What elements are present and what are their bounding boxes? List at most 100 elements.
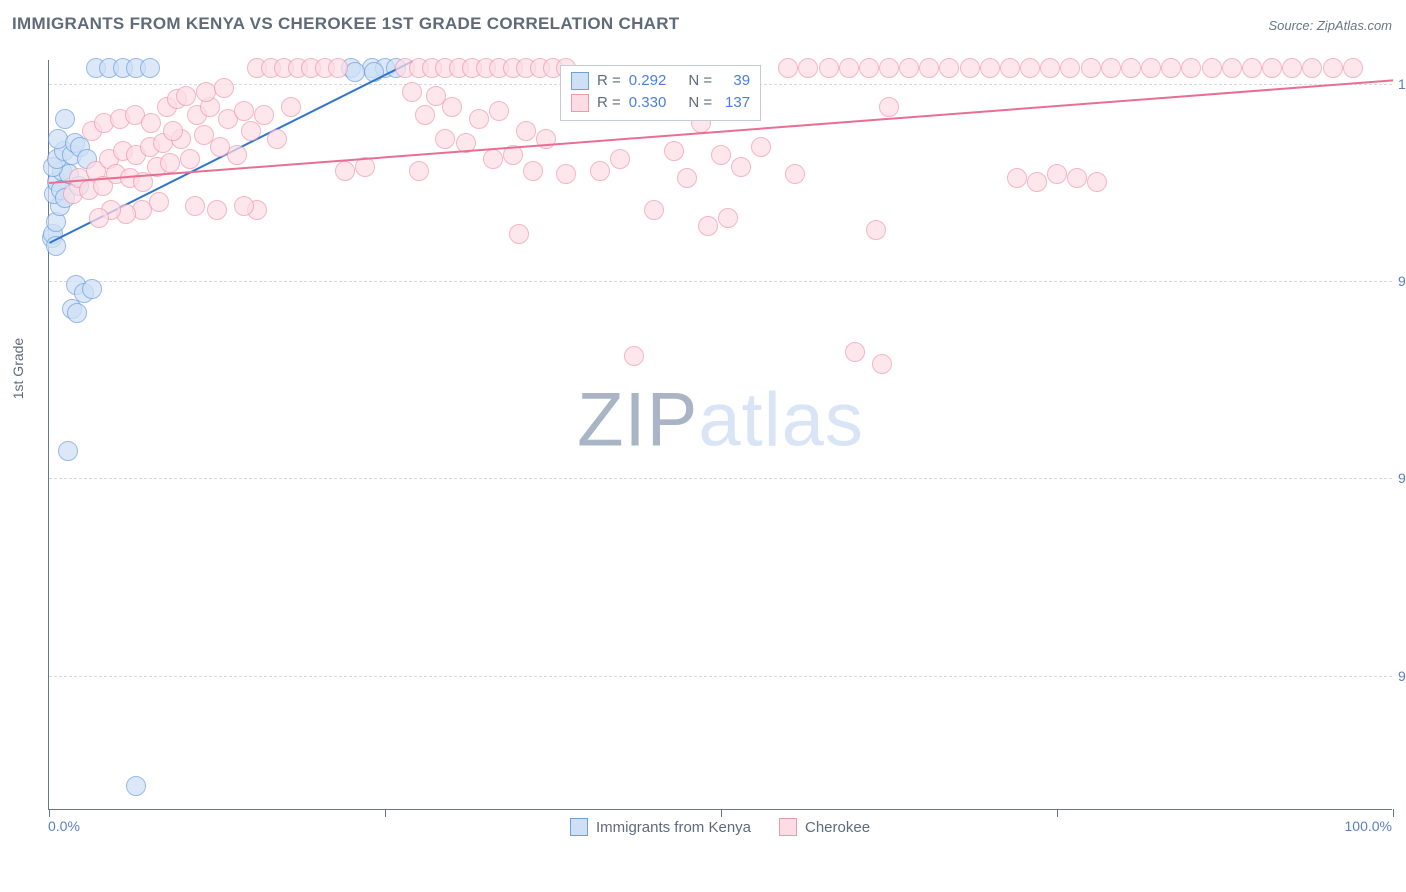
point-cherokee [1343,58,1363,78]
point-cherokee [939,58,959,78]
point-cherokee [1020,58,1040,78]
point-cherokee [1087,172,1107,192]
point-cherokee [698,216,718,236]
stats-panel: R = 0.292 N = 39 R = 0.330 N = 137 [560,65,761,121]
plot-area: ZIPatlas 92.5%95.0%97.5%100.0% [48,60,1392,810]
point-cherokee [624,346,644,366]
point-kenya [82,279,102,299]
point-cherokee [872,354,892,374]
watermark-zip: ZIP [577,377,698,462]
point-cherokee [163,121,183,141]
point-cherokee [1040,58,1060,78]
point-cherokee [149,192,169,212]
point-cherokee [328,58,348,78]
point-kenya [58,441,78,461]
legend-item: Immigrants from Kenya [570,818,751,836]
point-cherokee [214,78,234,98]
point-cherokee [160,153,180,173]
point-cherokee [556,164,576,184]
point-kenya [126,776,146,796]
stat-n-value: 39 [720,70,750,92]
point-cherokee [751,137,771,157]
x-tick [385,809,386,817]
point-cherokee [234,196,254,216]
gridline-h [49,281,1392,282]
stat-row: R = 0.330 N = 137 [571,92,750,114]
legend-swatch [570,818,588,836]
stat-swatch [571,94,589,112]
point-cherokee [1007,168,1027,188]
point-cherokee [241,121,261,141]
point-cherokee [89,208,109,228]
point-cherokee [819,58,839,78]
stat-row: R = 0.292 N = 39 [571,70,750,92]
legend-swatch [779,818,797,836]
point-cherokee [610,149,630,169]
point-cherokee [185,196,205,216]
point-cherokee [523,161,543,181]
point-cherokee [516,121,536,141]
point-cherokee [644,200,664,220]
legend-item: Cherokee [779,818,870,836]
point-cherokee [509,224,529,244]
point-cherokee [731,157,751,177]
point-cherokee [845,342,865,362]
stat-n-label: N = [688,70,712,92]
point-cherokee [469,109,489,129]
y-axis-title: 1st Grade [10,338,26,399]
stat-r-value: 0.292 [629,70,667,92]
source-label: Source: ZipAtlas.com [1268,18,1392,33]
point-cherokee [415,105,435,125]
point-cherokee [141,113,161,133]
point-cherokee [919,58,939,78]
point-cherokee [1060,58,1080,78]
point-cherokee [859,58,879,78]
point-cherokee [879,97,899,117]
point-cherokee [234,101,254,121]
stat-r-label: R = [597,70,621,92]
y-tick-label: 95.0% [1398,470,1406,486]
stat-r-label: R = [597,92,621,114]
x-tick [1057,809,1058,817]
gridline-h [49,676,1392,677]
point-cherokee [176,86,196,106]
point-cherokee [778,58,798,78]
point-cherokee [254,105,274,125]
point-cherokee [677,168,697,188]
point-cherokee [281,97,301,117]
stat-n-label: N = [688,92,712,114]
point-cherokee [1000,58,1020,78]
point-cherokee [1202,58,1222,78]
legend-label: Immigrants from Kenya [596,819,751,836]
x-tick [721,809,722,817]
point-cherokee [718,208,738,228]
point-cherokee [1141,58,1161,78]
point-cherokee [1242,58,1262,78]
point-cherokee [711,145,731,165]
watermark-atlas: atlas [698,377,864,462]
point-kenya [345,62,365,82]
y-tick-label: 100.0% [1398,76,1406,92]
point-cherokee [1323,58,1343,78]
point-cherokee [1222,58,1242,78]
y-tick-label: 92.5% [1398,668,1406,684]
point-cherokee [409,161,429,181]
point-cherokee [590,161,610,181]
stat-r-value: 0.330 [629,92,667,114]
point-cherokee [335,161,355,181]
point-cherokee [798,58,818,78]
point-cherokee [1027,172,1047,192]
point-cherokee [839,58,859,78]
stat-swatch [571,72,589,90]
point-cherokee [1181,58,1201,78]
y-tick-label: 97.5% [1398,273,1406,289]
stat-n-value: 137 [720,92,750,114]
point-cherokee [402,82,422,102]
point-cherokee [489,101,509,121]
watermark: ZIPatlas [577,376,864,463]
legend: Immigrants from Kenya Cherokee [48,818,1392,840]
point-cherokee [267,129,287,149]
point-kenya [55,109,75,129]
point-kenya [67,303,87,323]
point-cherokee [1262,58,1282,78]
